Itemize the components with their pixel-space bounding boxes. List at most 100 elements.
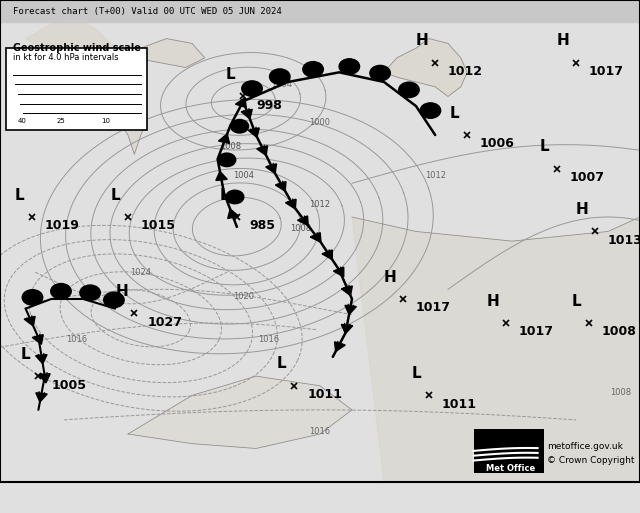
Text: 998: 998: [256, 99, 282, 112]
Polygon shape: [248, 128, 259, 137]
Polygon shape: [275, 182, 286, 191]
Text: L: L: [20, 347, 31, 362]
Polygon shape: [36, 354, 47, 364]
Text: H: H: [557, 33, 570, 48]
Text: 1013: 1013: [608, 234, 640, 247]
Text: 1004: 1004: [233, 171, 253, 181]
Text: 1000: 1000: [310, 119, 330, 127]
Bar: [0, 0, 640, 22]
Polygon shape: [26, 19, 115, 63]
Text: © Crown Copyright: © Crown Copyright: [547, 456, 635, 465]
Polygon shape: [39, 374, 50, 383]
Polygon shape: [32, 334, 44, 344]
Circle shape: [218, 153, 236, 167]
Text: 1015: 1015: [141, 220, 176, 232]
Text: L: L: [571, 293, 581, 309]
Text: Geostrophic wind scale: Geostrophic wind scale: [13, 43, 141, 53]
Text: 1016: 1016: [66, 336, 88, 344]
Text: 1012: 1012: [425, 171, 445, 181]
Polygon shape: [36, 393, 47, 402]
Circle shape: [303, 62, 323, 77]
Polygon shape: [345, 305, 356, 314]
Text: Forecast chart (T+00) Valid 00 UTC WED 05 JUN 2024: Forecast chart (T+00) Valid 00 UTC WED 0…: [13, 7, 282, 15]
Text: 1012: 1012: [310, 201, 330, 209]
Polygon shape: [285, 199, 296, 209]
Text: Met Office: Met Office: [486, 464, 536, 472]
Circle shape: [226, 190, 244, 204]
Text: L: L: [411, 366, 421, 381]
Text: 1005: 1005: [51, 379, 86, 391]
Text: 1027: 1027: [147, 316, 182, 329]
Bar: [6, 48, 147, 130]
Text: H: H: [115, 284, 128, 299]
Text: 985: 985: [250, 220, 276, 232]
Circle shape: [399, 82, 419, 97]
Text: L: L: [14, 188, 24, 203]
Text: H: H: [384, 269, 397, 285]
Polygon shape: [333, 267, 344, 277]
Text: 1020: 1020: [233, 292, 253, 301]
Polygon shape: [335, 342, 345, 351]
Circle shape: [370, 65, 390, 81]
Text: 10: 10: [101, 118, 110, 124]
Text: L: L: [539, 140, 549, 154]
Polygon shape: [218, 134, 230, 144]
Circle shape: [420, 103, 441, 119]
Text: in kt for 4.0 hPa intervals: in kt for 4.0 hPa intervals: [13, 53, 118, 62]
Polygon shape: [384, 38, 467, 96]
Bar: [474, 429, 544, 472]
Text: 1008: 1008: [290, 225, 312, 233]
Text: L: L: [110, 188, 120, 203]
Text: 1008: 1008: [220, 143, 241, 151]
Text: H: H: [576, 202, 589, 217]
Text: 1017: 1017: [416, 302, 451, 314]
Polygon shape: [118, 68, 147, 154]
Polygon shape: [24, 317, 35, 326]
Text: 1011: 1011: [307, 388, 342, 401]
Text: 1017: 1017: [518, 325, 554, 339]
Polygon shape: [341, 286, 353, 295]
Polygon shape: [236, 98, 246, 107]
Text: L: L: [219, 188, 229, 203]
Text: H: H: [416, 33, 429, 48]
Text: 1007: 1007: [570, 171, 605, 184]
Text: 1006: 1006: [480, 137, 515, 150]
Circle shape: [269, 69, 290, 84]
Polygon shape: [352, 217, 640, 482]
Text: L: L: [276, 357, 287, 371]
Text: 25: 25: [56, 118, 65, 124]
Text: 1016: 1016: [309, 427, 331, 436]
Text: L: L: [225, 67, 236, 82]
Text: 1008: 1008: [610, 388, 632, 398]
Circle shape: [51, 284, 71, 299]
Polygon shape: [298, 216, 308, 226]
Circle shape: [339, 59, 360, 74]
Polygon shape: [216, 171, 227, 181]
Circle shape: [80, 285, 100, 301]
Text: 1017: 1017: [589, 65, 624, 78]
Polygon shape: [228, 209, 239, 219]
Circle shape: [22, 290, 43, 305]
Circle shape: [104, 292, 124, 308]
Circle shape: [230, 120, 248, 133]
Text: L: L: [449, 106, 460, 121]
Text: 1008: 1008: [602, 325, 636, 339]
Polygon shape: [322, 250, 332, 260]
Text: 40: 40: [18, 118, 27, 124]
Polygon shape: [128, 376, 352, 448]
Polygon shape: [310, 233, 321, 242]
Polygon shape: [257, 146, 268, 155]
Text: 1011: 1011: [442, 398, 477, 411]
Polygon shape: [241, 109, 252, 119]
Text: metoffice.gov.uk: metoffice.gov.uk: [547, 442, 623, 450]
Text: 1016: 1016: [258, 336, 280, 344]
Text: 1012: 1012: [448, 65, 483, 78]
Text: 1019: 1019: [45, 220, 79, 232]
Text: H: H: [486, 293, 499, 309]
Text: 1004: 1004: [271, 80, 292, 89]
Text: 1024: 1024: [131, 268, 151, 277]
Circle shape: [242, 81, 262, 96]
Polygon shape: [134, 38, 205, 68]
Polygon shape: [266, 164, 276, 173]
Polygon shape: [341, 324, 353, 333]
